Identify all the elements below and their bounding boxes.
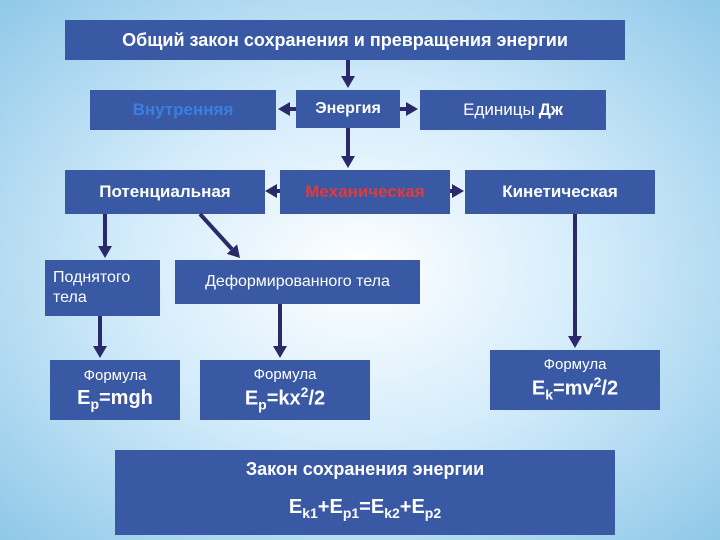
formula-ek-mv2-box: Формула Ek=mv2/2 — [490, 350, 660, 410]
law-equation: Ek1+Ep1=Ek2+Ep2 — [289, 495, 441, 523]
deformed-body-box: Деформированного тела — [175, 260, 420, 304]
potential-box: Потенциальная — [65, 170, 265, 214]
conservation-law-box: Закон сохранения энергии Ek1+Ep1=Ek2+Ep2 — [115, 450, 615, 535]
formula-ep-kx2: Ep=kx2/2 — [245, 384, 325, 414]
law-title: Закон сохранения энергии — [246, 458, 484, 481]
formula-label: Формула — [84, 367, 147, 386]
kinetic-box: Кинетическая — [465, 170, 655, 214]
formula-ek-mv2: Ek=mv2/2 — [532, 374, 618, 404]
energy-box: Энергия — [296, 90, 400, 128]
mechanical-box: Механическая — [280, 170, 450, 214]
formula-ep-mgh-box: Формула Ep=mgh — [50, 360, 180, 420]
formula-label: Формула — [254, 366, 317, 385]
internal-box: Внутренняя — [90, 90, 276, 130]
units-value: Дж — [539, 99, 563, 120]
formula-ep-mgh: Ep=mgh — [77, 386, 153, 414]
units-box: Единицы Дж — [420, 90, 606, 130]
formula-ep-kx2-box: Формула Ep=kx2/2 — [200, 360, 370, 420]
lifted-body-box: Поднятого тела — [45, 260, 160, 316]
title-box: Общий закон сохранения и превращения эне… — [65, 20, 625, 60]
internal-label: Внутренняя — [133, 99, 234, 120]
units-label: Единицы — [463, 99, 535, 120]
mechanical-label: Механическая — [305, 181, 424, 202]
formula-label: Формула — [544, 356, 607, 375]
